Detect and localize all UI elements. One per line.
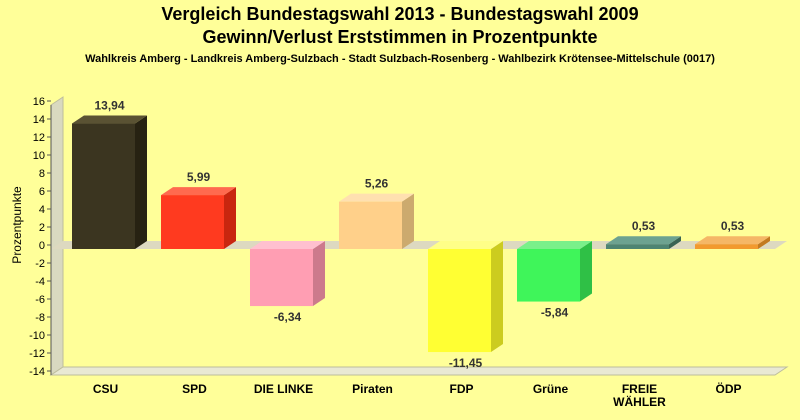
chart-title: Vergleich Bundestagswahl 2013 - Bundesta… (161, 4, 639, 24)
y-tick-label: 10 (33, 150, 45, 162)
chart-subtitle: Gewinn/Verlust Erststimmen in Prozentpun… (202, 27, 598, 47)
y-axis-ticks: 16 14 12 10 8 6 4 2 0 -2 -4 -6 -8 -10 -12 -14 (29, 96, 52, 378)
zero-band (51, 241, 787, 249)
bar-front (250, 249, 313, 307)
bar-fdp (428, 241, 503, 353)
y-tick-label: -4 (35, 276, 45, 288)
bar-front (161, 195, 224, 249)
y-tick-label: -2 (35, 258, 45, 270)
bar-front (339, 201, 402, 249)
left-wall (50, 96, 64, 376)
category-label: Grüne (533, 382, 569, 396)
bar-die-linke (250, 241, 325, 307)
bar-side (402, 193, 414, 249)
value-label: 0,53 (632, 219, 656, 233)
category-label: DIE LINKE (254, 382, 313, 396)
bar-top (72, 115, 147, 124)
y-tick-label: 12 (33, 132, 45, 144)
y-tick-label: 2 (39, 222, 45, 234)
category-label: FDP (450, 382, 474, 396)
bar-piraten (339, 193, 414, 249)
value-label: 0,53 (721, 219, 745, 233)
bar-side (758, 236, 770, 249)
bar-top (428, 241, 503, 249)
bar-side (580, 241, 592, 302)
value-label: -5,84 (541, 306, 569, 320)
value-labels: 13,94 5,99 -6,34 5,26 -11,45 -5,84 0,53 0,53 (94, 99, 744, 371)
bar-grüne (517, 241, 592, 302)
y-tick-label: -8 (35, 312, 45, 324)
y-tick-label: 6 (39, 186, 45, 198)
y-tick-label: 0 (39, 240, 45, 252)
bar-freie-wähler (606, 236, 681, 249)
value-label: 5,99 (187, 170, 211, 184)
chart-caption: Wahlkreis Amberg - Landkreis Amberg-Sulz… (85, 53, 715, 65)
y-tick-label: 14 (33, 114, 45, 126)
bar-spd (161, 187, 236, 249)
bar-side (135, 115, 147, 249)
value-label: 13,94 (94, 99, 124, 113)
category-label: CSU (93, 382, 118, 396)
bar-front (428, 249, 491, 353)
y-tick-label: -6 (35, 294, 45, 306)
bar-top (606, 236, 681, 245)
bar-side (669, 236, 681, 249)
y-tick-label: -14 (29, 366, 45, 378)
bar-front (517, 249, 580, 302)
bar-front (72, 123, 135, 249)
value-label: -11,45 (449, 356, 483, 370)
category-label: ÖDP (715, 381, 741, 396)
bar-side (313, 241, 325, 307)
y-tick-label: 4 (39, 204, 45, 216)
category-label: WÄHLER (613, 394, 666, 409)
bar-top (339, 193, 414, 202)
bar-top (695, 236, 770, 245)
y-axis-label: Prozentpunkte (10, 186, 24, 264)
value-label: 5,26 (365, 177, 389, 191)
bar-front (695, 244, 758, 249)
bar-top (517, 241, 592, 249)
floor (49, 366, 789, 376)
y-tick-label: 16 (33, 96, 45, 108)
bar-front (606, 244, 669, 249)
bar-top (161, 187, 236, 196)
bar-top (250, 241, 325, 249)
bars (72, 115, 770, 353)
category-label: Piraten (352, 382, 393, 396)
bar-side (224, 187, 236, 249)
value-label: -6,34 (274, 310, 302, 324)
bar-ödp (695, 236, 770, 249)
y-tick-label: -10 (29, 330, 45, 342)
bar-csu (72, 115, 147, 249)
bar-side (491, 241, 503, 353)
y-tick-label: 8 (39, 168, 45, 180)
category-label: FREIE (622, 382, 657, 396)
chart-walls (49, 96, 789, 376)
x-axis-labels: CSU SPD DIE LINKE Piraten FDP Grüne FREIEWÄHLE… (93, 381, 742, 409)
category-label: SPD (182, 382, 207, 396)
y-tick-label: -12 (29, 348, 45, 360)
